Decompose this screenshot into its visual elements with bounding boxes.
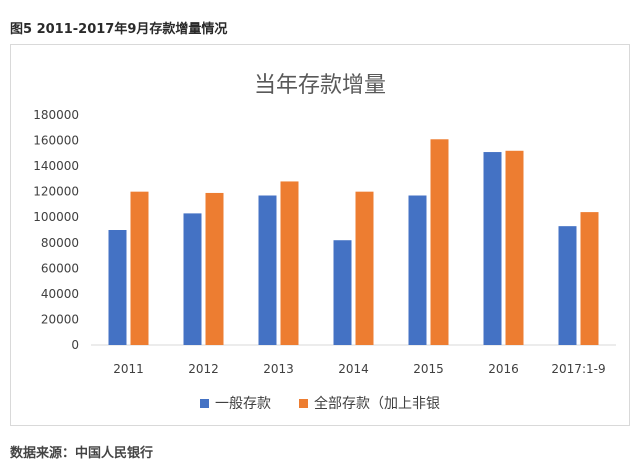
- bar-series-2-2017:1-9: [580, 212, 599, 345]
- bar-series-2-2016: [505, 150, 524, 345]
- bar-series-2-2012: [205, 192, 224, 345]
- y-tick-label: 180000: [33, 108, 79, 122]
- legend-label-series-1: 一般存款: [215, 396, 271, 412]
- bar-series-1-2012: [183, 213, 202, 345]
- bar-series-1-2014: [333, 240, 352, 345]
- y-tick-label: 100000: [33, 210, 79, 224]
- figure-caption: 图5 2011-2017年9月存款增量情况: [10, 22, 228, 37]
- bar-series-1-2013: [258, 195, 277, 345]
- y-tick-label: 80000: [41, 236, 79, 250]
- legend-item-series-2: 全部存款（加上非银: [299, 393, 440, 413]
- y-tick-label: 120000: [33, 185, 79, 199]
- y-tick-label: 160000: [33, 134, 79, 148]
- chart-frame: 当年存款增量 0 20000 40000 60000 80000 100000 120000…: [10, 44, 630, 426]
- y-tick-label: 20000: [41, 312, 79, 326]
- x-tick-label: 2014: [338, 362, 369, 376]
- bar-series-1-2011: [108, 230, 127, 345]
- y-tick-label: 60000: [41, 261, 79, 275]
- chart-title: 当年存款增量: [253, 73, 386, 98]
- legend: 一般存款 全部存款（加上非银: [11, 393, 629, 413]
- bar-series-2-2013: [280, 181, 299, 345]
- x-tick-label: 2011: [113, 362, 144, 376]
- legend-label-series-2: 全部存款（加上非银: [314, 396, 440, 412]
- bar-series-1-2017:1-9: [558, 226, 577, 345]
- bar-series-2-2014: [355, 191, 374, 345]
- bar-series-2-2011: [130, 191, 149, 345]
- legend-swatch-series-2: [299, 398, 308, 408]
- source-note: 数据来源：中国人民银行: [10, 446, 154, 461]
- bar-series-1-2016: [483, 152, 502, 345]
- y-tick-label: 40000: [41, 287, 79, 301]
- x-tick-label: 2013: [263, 362, 294, 376]
- bar-chart-plot: 0 20000 40000 60000 80000 100000 120000 140000 1…: [33, 108, 616, 376]
- y-tick-label: 0: [71, 338, 79, 352]
- x-tick-label: 2012: [188, 362, 219, 376]
- bar-series-2-2015: [430, 139, 449, 345]
- x-tick-label: 2016: [488, 362, 519, 376]
- y-tick-label: 140000: [33, 159, 79, 173]
- x-tick-label: 2015: [413, 362, 444, 376]
- legend-item-series-1: 一般存款: [200, 393, 271, 413]
- legend-swatch-series-1: [200, 398, 209, 408]
- x-tick-label: 2017:1-9: [551, 362, 605, 376]
- bar-series-1-2015: [408, 195, 427, 345]
